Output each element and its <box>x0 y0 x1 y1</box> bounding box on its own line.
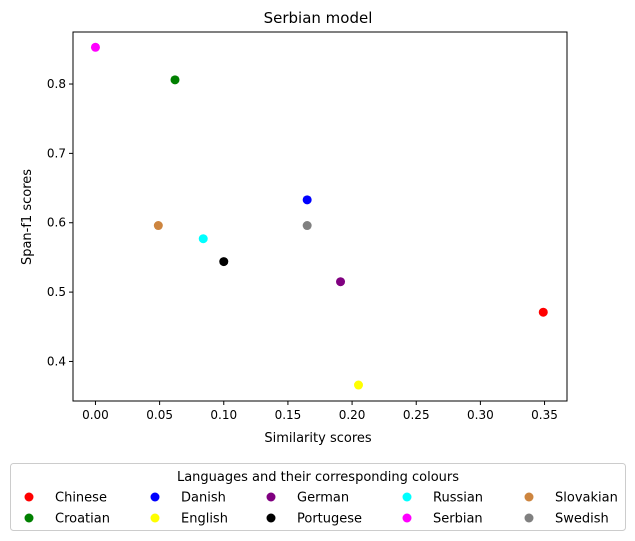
point-russian <box>198 234 208 244</box>
legend-marker-slovakian <box>524 492 534 502</box>
point-german <box>336 277 346 287</box>
x-tick-label: 0.15 <box>275 408 302 422</box>
legend-label-english: English <box>181 512 228 527</box>
legend-marker-portugese <box>266 513 276 523</box>
plot-area: 0.00 0.05 0.10 0.15 0.20 0.25 0.30 0.35 0.4 0.5 0.… <box>47 31 568 422</box>
legend-marker-russian <box>402 492 412 502</box>
legend-label-serbian: Serbian <box>433 512 483 527</box>
point-slovakian <box>153 221 163 231</box>
point-serbian <box>90 42 100 52</box>
x-tick-label: 0.05 <box>146 408 173 422</box>
axes-frame <box>72 31 568 402</box>
point-croatian <box>170 75 180 85</box>
y-tick-label: 0.8 <box>47 77 66 91</box>
legend-marker-swedish <box>524 513 534 523</box>
y-tick-label: 0.6 <box>47 216 66 230</box>
legend-label-croatian: Croatian <box>55 512 110 527</box>
legend: Languages and their corresponding colour… <box>10 463 626 531</box>
point-swedish <box>302 221 312 231</box>
x-tick-label: 0.00 <box>82 408 109 422</box>
y-tick-label: 0.4 <box>47 354 66 368</box>
x-tick-label: 0.20 <box>339 408 366 422</box>
x-tick-label: 0.35 <box>531 408 558 422</box>
legend-label-russian: Russian <box>433 491 483 506</box>
legend-frame <box>10 463 626 531</box>
point-chinese <box>538 307 548 317</box>
legend-marker-chinese <box>24 492 34 502</box>
y-axis-label: Span-f1 scores <box>20 169 35 265</box>
legend-label-danish: Danish <box>181 491 226 506</box>
point-english <box>353 380 363 390</box>
legend-label-german: German <box>297 491 349 506</box>
legend-marker-english <box>150 513 160 523</box>
legend-label-chinese: Chinese <box>55 491 107 506</box>
point-portugese <box>219 257 229 267</box>
legend-marker-danish <box>150 492 160 502</box>
x-axis-label: Similarity scores <box>264 431 372 446</box>
legend-label-portugese: Portugese <box>297 512 362 527</box>
y-tick-label: 0.5 <box>47 285 66 299</box>
legend-label-slovakian: Slovakian <box>555 491 618 506</box>
x-tick-label: 0.25 <box>403 408 430 422</box>
legend-marker-croatian <box>24 513 34 523</box>
legend-marker-german <box>266 492 276 502</box>
legend-label-swedish: Swedish <box>555 512 609 527</box>
x-tick-label: 0.10 <box>210 408 237 422</box>
legend-marker-serbian <box>402 513 412 523</box>
legend-title: Languages and their corresponding colour… <box>177 470 459 485</box>
point-danish <box>302 195 312 205</box>
x-tick-label: 0.30 <box>467 408 494 422</box>
chart-title: Serbian model <box>264 9 373 27</box>
y-tick-label: 0.7 <box>47 146 66 160</box>
legend-items: Chinese Croatian Danish English German Portug… <box>24 491 618 527</box>
